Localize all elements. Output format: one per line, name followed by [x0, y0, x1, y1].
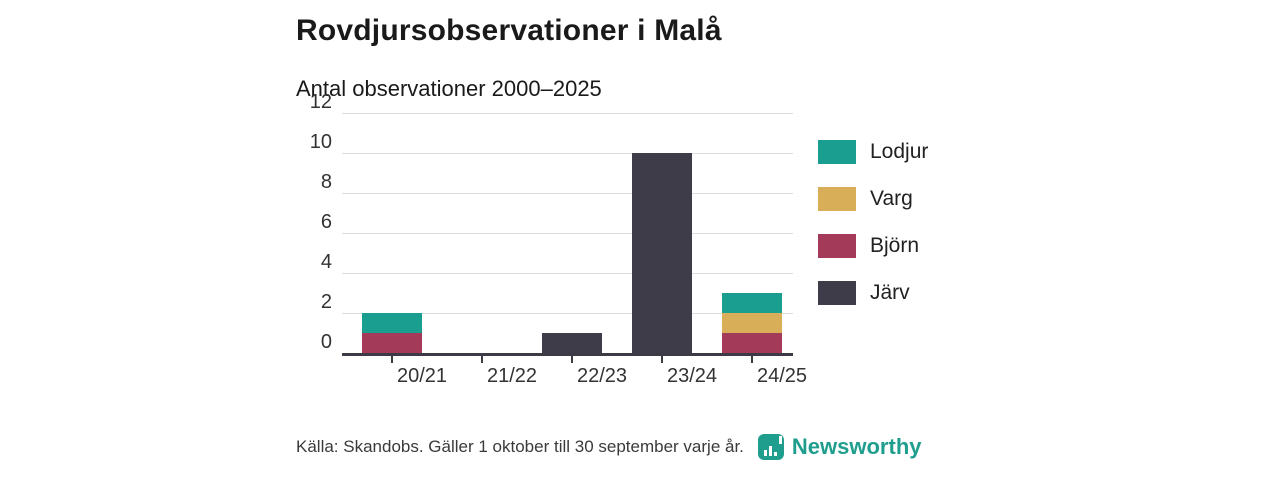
footer-source-text: Källa: Skandobs. Gäller 1 oktober till 3… — [296, 437, 744, 457]
tick-22-23 — [571, 353, 573, 363]
bar-segment-24-25-lodjur[interactable] — [722, 293, 782, 313]
ytick-label-2: 2 — [296, 291, 332, 314]
bar-group-24-25[interactable] — [722, 293, 782, 353]
category-label-24-25[interactable]: 24/25 — [737, 365, 827, 388]
category-label-20-21[interactable]: 20/21 — [377, 365, 467, 388]
bar-segment-20-21-lodjur[interactable] — [362, 313, 422, 333]
legend-swatch-varg — [818, 187, 856, 211]
chart-subtitle: Antal observationer 2000–2025 — [296, 76, 602, 102]
bar-segment-24-25-bjorn[interactable] — [722, 333, 782, 353]
legend-swatch-lodjur — [818, 140, 856, 164]
ytick-label-6: 6 — [296, 211, 332, 234]
chart-footer: Källa: Skandobs. Gäller 1 oktober till 3… — [296, 434, 922, 460]
legend-label-bjorn: Björn — [870, 234, 919, 258]
newsworthy-brand-text: Newsworthy — [792, 434, 922, 460]
newsworthy-icon — [758, 434, 784, 460]
legend-item-lodjur[interactable]: Lodjur — [818, 140, 1068, 164]
bar-segment-22-23-jarv[interactable] — [542, 333, 602, 353]
bar-segment-23-24-jarv[interactable] — [632, 153, 692, 353]
chart-area: 12 10 8 6 4 2 0 — [296, 113, 793, 353]
tick-20-21 — [391, 353, 393, 363]
ytick-label-0: 0 — [296, 331, 332, 354]
chart-title: Rovdjursobservationer i Malå — [296, 14, 722, 48]
ytick-label-8: 8 — [296, 171, 332, 194]
ytick-label-4: 4 — [296, 251, 332, 274]
legend-label-jarv: Järv — [870, 281, 910, 305]
legend-swatch-jarv — [818, 281, 856, 305]
legend-item-bjorn[interactable]: Björn — [818, 234, 1068, 258]
tick-21-22 — [481, 353, 483, 363]
bar-group-20-21[interactable] — [362, 313, 422, 353]
legend-label-lodjur: Lodjur — [870, 140, 928, 164]
bar-group-23-24[interactable] — [632, 153, 692, 353]
category-label-23-24[interactable]: 23/24 — [647, 365, 737, 388]
chart-page: Rovdjursobservationer i Malå Antal obser… — [0, 0, 1280, 480]
category-label-22-23[interactable]: 22/23 — [557, 365, 647, 388]
legend-swatch-bjorn — [818, 234, 856, 258]
legend-item-jarv[interactable]: Järv — [818, 281, 1068, 305]
chart-legend: Lodjur Varg Björn Järv — [818, 140, 1068, 328]
ytick-label-10: 10 — [296, 131, 332, 154]
bar-group-22-23[interactable] — [542, 333, 602, 353]
bar-segment-24-25-varg[interactable] — [722, 313, 782, 333]
bar-segment-20-21-bjorn[interactable] — [362, 333, 422, 353]
newsworthy-logo[interactable]: Newsworthy — [758, 434, 922, 460]
tick-24-25 — [751, 353, 753, 363]
axis-baseline — [342, 353, 793, 356]
category-label-21-22[interactable]: 21/22 — [467, 365, 557, 388]
ytick-label-12: 12 — [296, 91, 332, 114]
bars-row: 20/21 21/22 22/23 23/24 24/25 — [342, 113, 793, 353]
tick-23-24 — [661, 353, 663, 363]
legend-label-varg: Varg — [870, 187, 913, 211]
legend-item-varg[interactable]: Varg — [818, 187, 1068, 211]
